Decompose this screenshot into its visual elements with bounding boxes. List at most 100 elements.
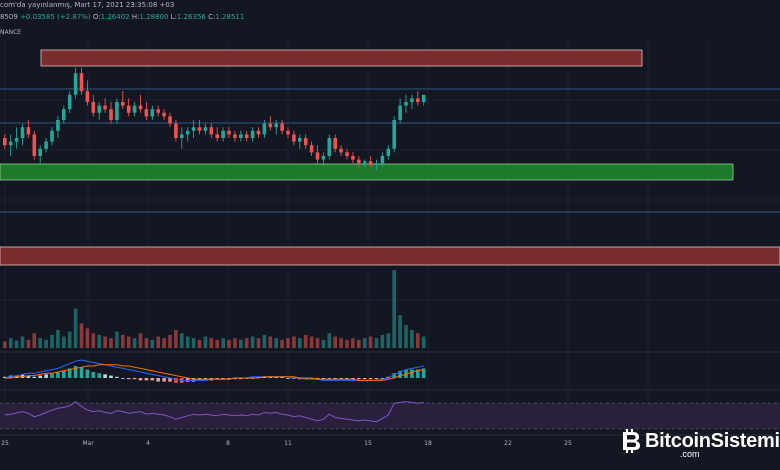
- macd-histogram-bar: [410, 369, 414, 378]
- rsi-line: [4, 400, 424, 423]
- macd-histogram-bar: [132, 378, 137, 380]
- candle-body: [386, 148, 391, 156]
- candle-body: [79, 73, 84, 92]
- macd-histogram-bar: [162, 378, 166, 382]
- candle-body: [421, 94, 426, 102]
- bitcoinsistemi-logo: BitcoinSistemi: [620, 424, 780, 458]
- candle-body: [339, 148, 343, 153]
- bitcoin-icon: [623, 429, 640, 453]
- volume-bar: [197, 339, 202, 348]
- macd-histogram-bar: [3, 376, 7, 378]
- x-tick-label: Mar: [82, 440, 94, 447]
- volume-bar: [268, 336, 273, 348]
- logo-suffix: .com: [680, 449, 700, 459]
- volume-bar: [144, 338, 149, 348]
- macd-histogram-bar: [56, 372, 60, 378]
- candle-body: [132, 105, 137, 113]
- candle-body: [321, 156, 326, 160]
- volume-bar: [109, 338, 113, 348]
- candle-body: [162, 112, 166, 117]
- publish-info: com'da yayınlanmış, Mart 17, 2021 23:35:…: [0, 1, 175, 9]
- macd-histogram-bar: [351, 378, 355, 380]
- macd-histogram-bar: [321, 378, 326, 380]
- candle-body: [156, 109, 160, 113]
- candle-body: [191, 127, 196, 131]
- candle-body: [174, 123, 178, 138]
- candle-body: [256, 130, 261, 135]
- macd-histogram-bar: [62, 370, 66, 378]
- macd-histogram-bar: [109, 375, 113, 378]
- macd-histogram-bar: [256, 376, 261, 378]
- candle-body: [67, 94, 72, 110]
- macd-histogram-bar: [191, 378, 196, 382]
- volume-bar: [50, 334, 54, 348]
- x-tick-label: 25: [1, 440, 9, 447]
- macd-histogram-bar: [73, 366, 78, 378]
- volume-bar: [262, 334, 267, 348]
- macd-histogram-bar: [156, 378, 160, 382]
- volume-bar: [215, 339, 219, 348]
- macd-histogram-bar: [286, 378, 290, 379]
- rsi-band: [0, 403, 780, 429]
- candle-body: [298, 138, 302, 142]
- candle-body: [62, 109, 66, 120]
- volume-bar: [191, 338, 196, 348]
- candle-body: [233, 134, 237, 138]
- candle-body: [144, 109, 149, 117]
- macd-histogram-bar: [280, 376, 284, 378]
- high-value: 1.28800: [139, 13, 169, 21]
- macd-histogram-bar: [85, 369, 90, 378]
- macd-histogram-bar: [309, 378, 314, 380]
- macd-histogram-bar: [138, 378, 143, 381]
- x-tick-label: 11: [284, 440, 292, 447]
- last-price-fragment: 8509: [0, 13, 18, 21]
- macd-histogram-bar: [215, 378, 219, 380]
- candle-body: [126, 105, 131, 113]
- candle-body: [97, 105, 101, 113]
- volume-bar: [185, 336, 190, 348]
- macd-histogram-bar: [150, 378, 155, 381]
- macd-histogram-bar: [126, 378, 131, 380]
- volume-bar: [274, 338, 278, 348]
- open-label: O:: [92, 13, 101, 21]
- x-tick-label: 22: [504, 440, 512, 447]
- volume-bar: [138, 333, 143, 348]
- candle-body: [91, 102, 96, 113]
- candle-body: [392, 120, 396, 149]
- candle-body: [115, 102, 119, 120]
- macd-histogram-bar: [79, 367, 84, 378]
- volume-bar: [351, 338, 355, 348]
- volume-bar: [368, 336, 373, 348]
- candle-body: [244, 134, 249, 138]
- volume-bar: [3, 341, 7, 348]
- candle-body: [286, 130, 290, 135]
- candle-body: [410, 98, 414, 102]
- support-zone-bottom[interactable]: [0, 246, 780, 266]
- volume-bar: [73, 308, 78, 348]
- volume-bar: [26, 339, 31, 348]
- macd-histogram-bar: [50, 373, 54, 378]
- support-zone[interactable]: [0, 163, 734, 181]
- candle-body: [8, 141, 13, 146]
- candle-body: [315, 152, 320, 160]
- candle-body: [280, 123, 284, 131]
- candle-body: [203, 127, 208, 131]
- volume-bar: [221, 338, 225, 348]
- candle-body: [56, 120, 60, 131]
- candle-body: [20, 127, 25, 138]
- x-tick-label: 18: [424, 440, 432, 447]
- candle-body: [209, 127, 214, 135]
- volume-bars: [3, 270, 426, 348]
- volume-bar: [32, 333, 37, 348]
- macd-histogram-bar: [392, 373, 396, 378]
- resistance-zone-top[interactable]: [40, 49, 643, 67]
- macd-histogram-bar: [416, 369, 420, 378]
- close-label: C:: [208, 13, 216, 21]
- candle-body: [357, 159, 361, 164]
- macd-histogram-bar: [121, 378, 125, 379]
- macd-histogram-bar: [421, 368, 426, 378]
- macd-histogram-bar: [168, 378, 172, 382]
- macd-panel: [3, 359, 426, 383]
